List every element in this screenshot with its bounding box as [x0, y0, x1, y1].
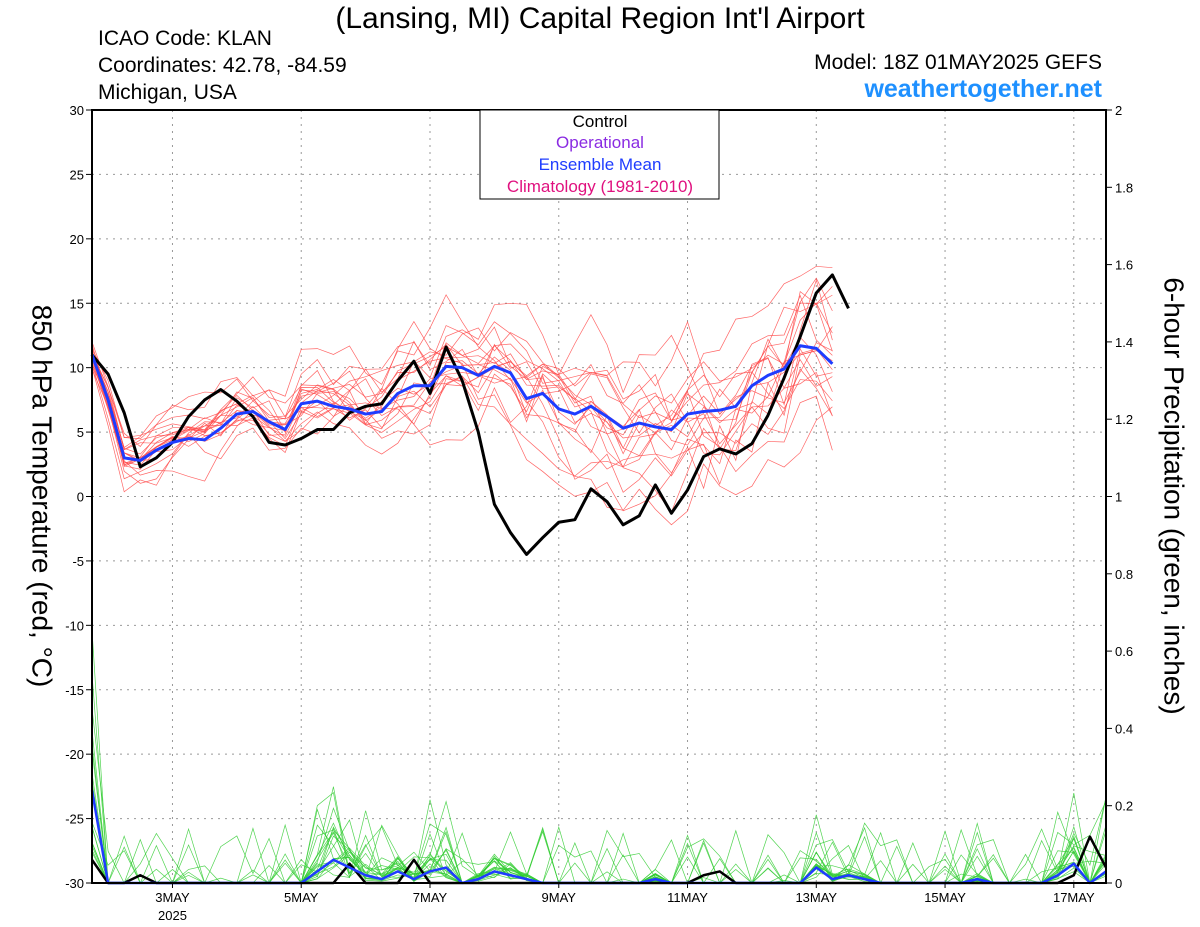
- y2-tick-label: 1.2: [1115, 412, 1133, 427]
- temp-member-line: [91, 356, 833, 470]
- site-link[interactable]: weathertogether.net: [864, 75, 1102, 103]
- temp-member-line: [91, 294, 833, 480]
- coordinates: Coordinates: 42.78, -84.59: [98, 54, 347, 77]
- temp-member-line: [91, 302, 833, 466]
- temp-member-line: [91, 344, 833, 526]
- precip-member-line: [91, 629, 1107, 884]
- y2-tick-label: 1.8: [1115, 180, 1133, 195]
- temp-member-line: [91, 277, 833, 513]
- region: Michigan, USA: [98, 81, 237, 104]
- temp-member-line: [91, 294, 833, 512]
- y-tick-label: -25: [65, 812, 84, 827]
- series-line-ensemble-mean: [90, 344, 834, 462]
- precip-member-line: [91, 673, 1107, 884]
- temp-member-line: [91, 294, 833, 493]
- legend-control: Control: [573, 112, 628, 131]
- y2-tick-label: 0.8: [1115, 567, 1133, 582]
- y-tick-label: 25: [70, 167, 84, 182]
- y2-tick-label: 2: [1115, 103, 1122, 118]
- x-tick-label: 3MAY: [155, 890, 190, 905]
- y2-tick-label: 1.6: [1115, 258, 1133, 273]
- precip-member-line: [91, 786, 1107, 885]
- legend-climatology: Climatology (1981-2010): [507, 177, 693, 196]
- x-tick-label: 5MAY: [284, 890, 319, 905]
- y2-tick-label: 0: [1115, 876, 1122, 891]
- y-tick-label: 15: [70, 296, 84, 311]
- y2-tick-label: 0.6: [1115, 644, 1133, 659]
- precip-member-line: [91, 750, 1107, 884]
- chart-title: (Lansing, MI) Capital Region Int'l Airpo…: [335, 2, 865, 35]
- temp-member-line: [91, 326, 833, 468]
- precip-member-line: [91, 786, 1107, 884]
- series-line-ensemble-mean-precipitation: [90, 790, 1107, 885]
- x-tick-label: 9MAY: [542, 890, 577, 905]
- axis-ticks: -30-25-20-15-10-505101520253000.20.40.60…: [65, 103, 1133, 923]
- y-tick-label: 0: [77, 490, 84, 505]
- legend-box: [479, 109, 720, 200]
- series-lines: [90, 273, 1108, 885]
- y2-tick-label: 1: [1115, 490, 1122, 505]
- precip-member-line: [91, 743, 1107, 884]
- y-tick-label: 20: [70, 232, 84, 247]
- x-tick-label: 11MAY: [667, 890, 708, 905]
- y2-tick-label: 0.2: [1115, 799, 1133, 814]
- y-tick-label: -15: [65, 683, 84, 698]
- x-tick-label: 7MAY: [413, 890, 448, 905]
- y-tick-label: -20: [65, 747, 84, 762]
- y-tick-label: -5: [72, 554, 84, 569]
- temp-member-line: [91, 336, 833, 455]
- x-tick-year: 2025: [158, 908, 187, 923]
- legend: Control Operational Ensemble Mean Climat…: [479, 109, 720, 200]
- y-tick-label: 10: [70, 361, 84, 376]
- y2-tick-label: 0.4: [1115, 721, 1133, 736]
- temp-member-line: [91, 362, 833, 470]
- precip-member-line: [91, 800, 1107, 884]
- legend-mean: Ensemble Mean: [539, 155, 662, 174]
- y2-tick-label: 1.4: [1115, 335, 1133, 350]
- temp-member-line: [91, 286, 833, 493]
- legend-operational: Operational: [556, 133, 644, 152]
- temp-member-line: [91, 320, 833, 440]
- series-line-control: [90, 273, 850, 556]
- y-tick-label: -10: [65, 618, 84, 633]
- temp-member-line: [91, 302, 833, 473]
- y-axis-label: 850 hPa Temperature (red, °C): [27, 305, 58, 688]
- icao-code: ICAO Code: KLAN: [98, 27, 272, 50]
- y2-axis-label: 6-hour Precipitation (green, inches): [1159, 277, 1190, 714]
- ensemble-members: [91, 265, 1107, 885]
- model-run: Model: 18Z 01MAY2025 GEFS: [814, 51, 1102, 74]
- x-tick-label: 15MAY: [924, 890, 966, 905]
- precip-member-line: [91, 819, 1107, 884]
- y-tick-label: 5: [77, 425, 84, 440]
- y-tick-label: 30: [70, 103, 84, 118]
- x-tick-label: 17MAY: [1053, 890, 1095, 905]
- y-tick-label: -30: [65, 876, 84, 891]
- precip-member-line: [91, 781, 1107, 885]
- precip-member-line: [91, 790, 1107, 884]
- x-tick-label: 13MAY: [795, 890, 837, 905]
